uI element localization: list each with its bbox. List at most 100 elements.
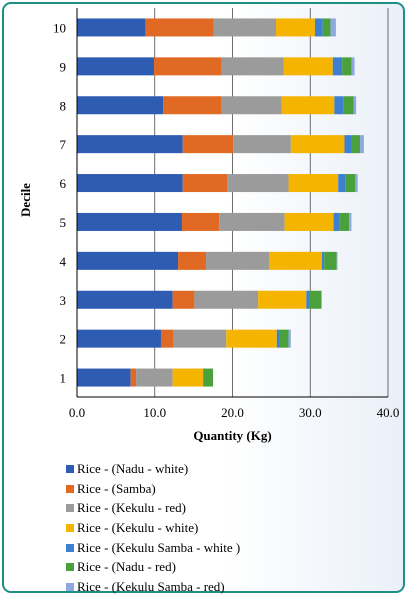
bar-segment bbox=[345, 174, 356, 193]
bar-segment bbox=[283, 57, 333, 76]
bar-segment bbox=[342, 57, 352, 76]
bar-segment bbox=[355, 174, 358, 193]
legend-label: Rice - (Nadu - white) bbox=[77, 460, 189, 476]
legend-swatch bbox=[66, 582, 74, 591]
bar-segment bbox=[351, 57, 355, 76]
legend-item: Rice - (Kekulu - red) bbox=[66, 498, 240, 518]
bar-segment bbox=[77, 329, 161, 348]
bar-segment bbox=[77, 290, 173, 309]
legend-swatch bbox=[66, 563, 74, 572]
bar-segment bbox=[336, 251, 338, 270]
bar-segment bbox=[77, 368, 131, 387]
bar-segment bbox=[194, 290, 259, 309]
bar-segment bbox=[314, 18, 323, 37]
bar-segment bbox=[77, 135, 183, 154]
bar-segment bbox=[330, 18, 336, 37]
y-tick-label: 5 bbox=[60, 215, 67, 230]
bar-segment bbox=[227, 174, 289, 193]
bar-segment bbox=[173, 329, 227, 348]
bar-segment bbox=[163, 96, 222, 115]
bar-segment bbox=[349, 212, 352, 231]
bar-segment bbox=[276, 329, 280, 348]
bar-segment bbox=[77, 18, 146, 37]
legend-item: Rice - (Kekulu Samba - red) bbox=[66, 577, 240, 597]
bar-segment bbox=[351, 135, 361, 154]
legend-item: Rice - (Kekulu Samba - white ) bbox=[66, 538, 240, 558]
bar-segment bbox=[306, 290, 310, 309]
legend-label: Rice - (Kekulu - red) bbox=[77, 500, 187, 516]
legend-swatch bbox=[66, 504, 74, 513]
bar-segment bbox=[360, 135, 364, 154]
bar-segment bbox=[160, 329, 174, 348]
x-tick-label: 40.0 bbox=[377, 405, 400, 420]
x-tick-label: 20.0 bbox=[221, 405, 244, 420]
x-tick-label: 10.0 bbox=[143, 405, 166, 420]
bar-segment bbox=[353, 96, 357, 115]
bar-segment bbox=[226, 329, 277, 348]
legend-swatch bbox=[66, 464, 74, 473]
bar-segment bbox=[203, 368, 214, 387]
legend-item: Rice - (Nadu - white) bbox=[66, 459, 240, 479]
bar-segment bbox=[338, 174, 346, 193]
legend-label: Rice - (Kekulu Samba - red) bbox=[77, 578, 225, 594]
bar-segment bbox=[321, 251, 325, 270]
bar-segment bbox=[333, 212, 340, 231]
bar-segment bbox=[284, 212, 334, 231]
y-tick-label: 3 bbox=[60, 293, 67, 308]
legend-item: Rice - (Samba) bbox=[66, 479, 240, 499]
x-tick-label: 0.0 bbox=[69, 405, 85, 420]
y-tick-label: 6 bbox=[60, 176, 67, 191]
bar-segment bbox=[182, 174, 228, 193]
bar-segment bbox=[219, 212, 285, 231]
bar-segment bbox=[334, 96, 344, 115]
legend-swatch bbox=[66, 543, 74, 552]
bar-segment bbox=[221, 96, 282, 115]
bar-segment bbox=[77, 251, 179, 270]
bar-segment bbox=[172, 368, 203, 387]
x-axis-title: Quantity (Kg) bbox=[193, 428, 271, 443]
bar-segment bbox=[181, 212, 220, 231]
bar-segment bbox=[130, 368, 137, 387]
bar-segment bbox=[221, 57, 284, 76]
bar-segment bbox=[77, 57, 154, 76]
y-tick-label: 4 bbox=[60, 254, 67, 269]
y-tick-label: 1 bbox=[60, 371, 67, 386]
legend-swatch bbox=[66, 523, 74, 532]
bar-segment bbox=[172, 290, 195, 309]
legend-label: Rice - (Kekulu - white) bbox=[77, 519, 199, 535]
bar-segment bbox=[288, 329, 291, 348]
bar-segment bbox=[322, 18, 331, 37]
legend-label: Rice - (Nadu - red) bbox=[77, 559, 176, 575]
bar-segment bbox=[77, 212, 182, 231]
bar-segment bbox=[202, 368, 204, 387]
bar-segment bbox=[77, 174, 183, 193]
legend-label: Rice - (Kekulu Samba - white ) bbox=[77, 539, 241, 555]
bar-segment bbox=[339, 212, 350, 231]
legend-item: Rice - (Nadu - red) bbox=[66, 557, 240, 577]
bar-segment bbox=[182, 135, 234, 154]
bar-segment bbox=[258, 290, 307, 309]
bar-segment bbox=[321, 290, 322, 309]
bar-segment bbox=[344, 135, 352, 154]
y-tick-label: 2 bbox=[60, 332, 67, 347]
bar-segment bbox=[288, 174, 339, 193]
y-tick-label: 7 bbox=[60, 137, 67, 152]
bar-segment bbox=[281, 96, 335, 115]
bar-segment bbox=[233, 135, 291, 154]
bar-segment bbox=[178, 251, 207, 270]
bar-segment bbox=[276, 18, 315, 37]
bar-segment bbox=[145, 18, 214, 37]
bar-segment bbox=[332, 57, 343, 76]
bar-segment bbox=[77, 96, 164, 115]
bar-segment bbox=[213, 18, 277, 37]
legend-swatch bbox=[66, 484, 74, 493]
bar-segment bbox=[324, 251, 337, 270]
bar-segment bbox=[343, 96, 354, 115]
bar-segment bbox=[136, 368, 173, 387]
bar-segment bbox=[269, 251, 322, 270]
y-axis-title: Decile bbox=[18, 183, 33, 217]
y-tick-label: 10 bbox=[53, 20, 66, 35]
bar-segment bbox=[206, 251, 270, 270]
legend-label: Rice - (Samba) bbox=[77, 480, 156, 496]
